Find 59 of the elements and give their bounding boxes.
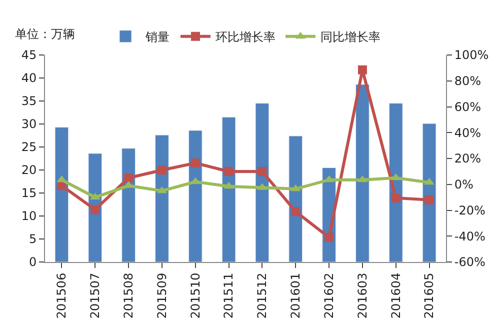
y2-tick-label: 20% xyxy=(454,152,482,166)
x-tick-label: 201508 xyxy=(121,272,136,319)
y2-tick-label: 40% xyxy=(454,126,482,140)
point xyxy=(358,65,367,74)
bar xyxy=(356,84,370,262)
y-tick-label: 10 xyxy=(21,209,37,224)
y2-tick-label: -60% xyxy=(454,255,486,270)
point xyxy=(224,182,234,189)
y-axis-title: 单位：万辆 xyxy=(15,27,75,41)
point xyxy=(291,207,300,216)
x-tick-label: 201605 xyxy=(422,272,436,319)
x-tick-label: 201506 xyxy=(54,272,69,319)
bar xyxy=(422,123,436,262)
y-tick-label: 45 xyxy=(21,48,37,62)
y-tick-label: 15 xyxy=(21,186,37,200)
y2-tick-label: 60% xyxy=(454,100,482,114)
y-tick-label: 30 xyxy=(21,117,37,132)
bar xyxy=(222,116,236,262)
y-tick-label: 35 xyxy=(21,94,37,108)
y-tick-label: 20 xyxy=(21,163,37,178)
x-tick-label: 201510 xyxy=(188,272,202,319)
legend-label: 销量 xyxy=(144,30,170,44)
point xyxy=(324,232,334,242)
y-tick-label: 5 xyxy=(28,232,37,246)
point xyxy=(124,173,134,182)
y2-tick-label: -20% xyxy=(454,203,486,218)
x-tick-label: 201602 xyxy=(322,272,336,319)
point xyxy=(424,178,434,185)
y-tick-label: 40 xyxy=(21,71,37,86)
x-tick-label: 201604 xyxy=(388,272,403,319)
bar xyxy=(122,148,136,262)
bar xyxy=(188,130,202,262)
point xyxy=(90,205,100,214)
y2-tick-label: 80% xyxy=(454,74,482,88)
point xyxy=(224,166,234,176)
point xyxy=(391,193,400,202)
bar xyxy=(54,126,69,262)
x-tick-label: 201601 xyxy=(288,272,303,319)
bar xyxy=(388,103,403,262)
point xyxy=(424,195,434,204)
x-tick-label: 201603 xyxy=(355,272,370,319)
bar xyxy=(288,136,303,262)
x-tick-label: 201511 xyxy=(222,272,236,319)
legend-label: 同比增长率 xyxy=(320,30,380,44)
y2-tick-label: -40% xyxy=(454,229,486,244)
point xyxy=(258,166,267,176)
y2-tick-label: 100% xyxy=(454,48,489,62)
y-tick-label: 25 xyxy=(21,140,37,154)
point xyxy=(157,166,166,175)
x-tick-label: 201512 xyxy=(255,272,270,319)
legend-label: 环比增长率 xyxy=(216,30,276,44)
x-tick-label: 201509 xyxy=(154,272,169,319)
point xyxy=(190,158,200,168)
x-tick-label: 201507 xyxy=(88,272,102,319)
bar xyxy=(155,134,169,262)
bar xyxy=(255,103,270,262)
y2-tick-label: 0% xyxy=(454,178,474,192)
y-tick-label: 0 xyxy=(28,255,37,270)
point xyxy=(56,175,67,182)
